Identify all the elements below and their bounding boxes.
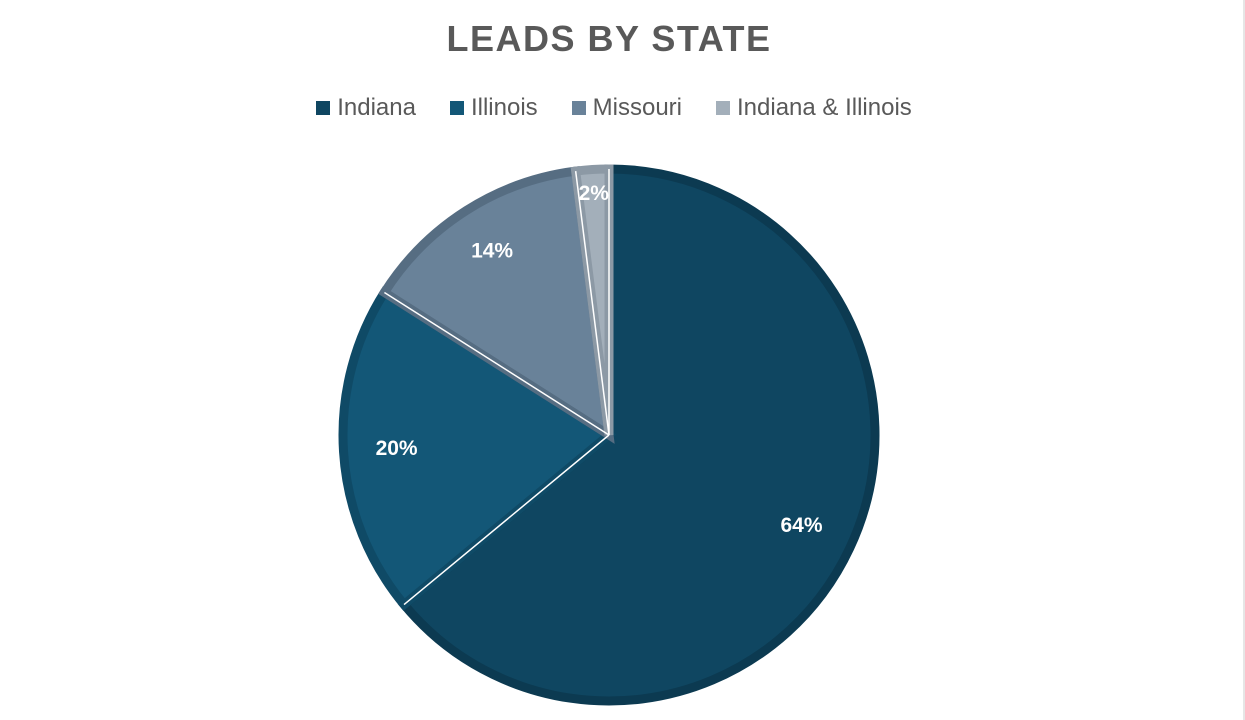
data-label-missouri: 14%	[471, 239, 513, 262]
legend-label-illinois: Illinois	[470, 94, 538, 121]
legend-label-indiana-illinois: Indiana & Illinois	[737, 94, 912, 121]
pie-slice-missouri	[378, 166, 615, 444]
legend-swatch-indiana-illinois	[716, 101, 730, 115]
legend-swatch-missouri	[571, 101, 586, 115]
slice-separator	[384, 291, 610, 436]
pie-slice-illinois	[338, 286, 617, 611]
legend-label-indiana: Indiana	[337, 94, 416, 121]
legend: Indiana Illinois Missouri Indiana & Illi…	[0, 94, 1228, 122]
slice-separator	[574, 171, 610, 436]
legend-item-missouri: Missouri	[571, 94, 682, 122]
chart-title: LEADS BY STATE	[446, 18, 772, 59]
pie-slice-indiana	[397, 164, 880, 706]
data-label-illinois: 20%	[376, 437, 418, 460]
legend-item-indiana: Indiana	[316, 94, 416, 122]
legend-item-illinois: Illinois	[449, 94, 538, 122]
data-label-indiana-illinois: 2%	[579, 182, 610, 205]
chart-border	[1243, 0, 1245, 720]
data-label-indiana: 64%	[780, 514, 822, 537]
slice-separator	[403, 434, 610, 606]
legend-swatch-illinois	[449, 101, 464, 115]
legend-item-indiana-illinois: Indiana & Illinois	[716, 94, 912, 122]
legend-swatch-indiana	[316, 101, 331, 115]
legend-label-missouri: Missouri	[592, 94, 682, 121]
